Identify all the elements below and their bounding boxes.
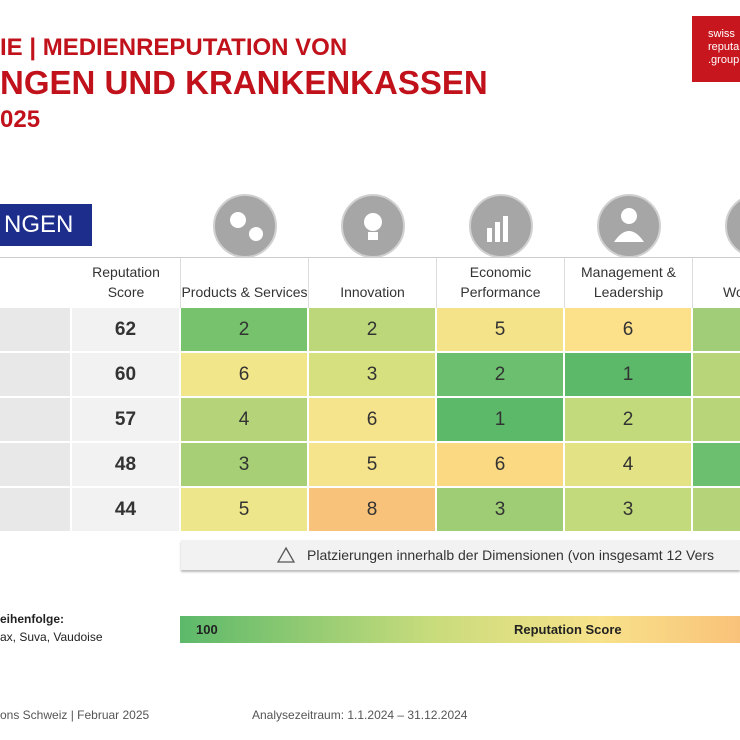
column-header: Products & Services [181, 258, 309, 308]
column-header: Innovation [309, 258, 437, 308]
rank-cell: 1 [437, 398, 565, 443]
score-cell: 48 [72, 443, 181, 488]
rank-cell: 6 [437, 443, 565, 488]
column-header: Management & Leadership [565, 258, 693, 308]
column-header: Wo [693, 258, 740, 308]
rank-cell: 2 [437, 353, 565, 398]
rank-cell: 3 [181, 443, 309, 488]
footer-period: Analysezeitraum: 1.1.2024 – 31.12.2024 [252, 708, 468, 722]
category-badge: NGEN [0, 204, 92, 246]
legend-label: Reputation Score [514, 622, 622, 637]
icon-economic [469, 194, 533, 258]
score-legend: 100 Reputation Score [180, 616, 740, 643]
icon-management [597, 194, 661, 258]
score-cell: 57 [72, 398, 181, 443]
triangle-icon [277, 546, 295, 563]
rank-cell [693, 443, 740, 488]
note-text: Platzierungen innerhalb der Dimensionen … [307, 547, 715, 563]
icon-products [213, 194, 277, 258]
title-line-3: 025 [0, 106, 41, 133]
row-label-cell [0, 353, 72, 398]
rank-cell [693, 353, 740, 398]
rank-cell [693, 488, 740, 533]
logo: swiss reputa .group [692, 16, 740, 82]
logo-line: reputa [708, 41, 740, 53]
footer-source: ons Schweiz | Februar 2025 [0, 708, 150, 722]
rank-cell: 2 [565, 398, 693, 443]
rank-cell: 5 [309, 443, 437, 488]
rank-cell: 6 [181, 353, 309, 398]
icon-workplace [725, 198, 740, 254]
title-line-1: IE | MEDIENREPUTATION VON [0, 34, 348, 61]
order-text: ax, Suva, Vaudoise [0, 630, 103, 644]
order-label: eihenfolge: [0, 612, 65, 626]
rank-cell [693, 398, 740, 443]
logo-line: .group [708, 54, 740, 66]
rank-cell: 5 [437, 308, 565, 353]
score-cell: 44 [72, 488, 181, 533]
row-label-cell [0, 308, 72, 353]
logo-line: swiss [708, 28, 735, 40]
score-cell: 62 [72, 308, 181, 353]
note-box: Platzierungen innerhalb der Dimensionen … [181, 540, 740, 570]
rank-cell: 6 [565, 308, 693, 353]
rank-cell: 3 [437, 488, 565, 533]
row-label-cell [0, 488, 72, 533]
rank-cell: 5 [181, 488, 309, 533]
column-header: Reputation Score [72, 258, 181, 308]
rank-cell: 3 [565, 488, 693, 533]
rank-cell: 2 [181, 308, 309, 353]
rank-cell: 6 [309, 398, 437, 443]
rank-cell: 3 [309, 353, 437, 398]
rank-cell: 4 [565, 443, 693, 488]
rank-cell: 8 [309, 488, 437, 533]
score-cell: 60 [72, 353, 181, 398]
table-top-border [0, 257, 740, 258]
rank-cell: 4 [181, 398, 309, 443]
rank-cell: 2 [309, 308, 437, 353]
row-label-cell [0, 443, 72, 488]
column-header: Economic Performance [437, 258, 565, 308]
rank-cell [693, 308, 740, 353]
icons [213, 194, 740, 258]
rank-cell: 1 [565, 353, 693, 398]
row-label-cell [0, 398, 72, 443]
legend-max: 100 [196, 622, 218, 637]
title-line-2: NGEN UND KRANKENKASSEN [0, 64, 488, 101]
